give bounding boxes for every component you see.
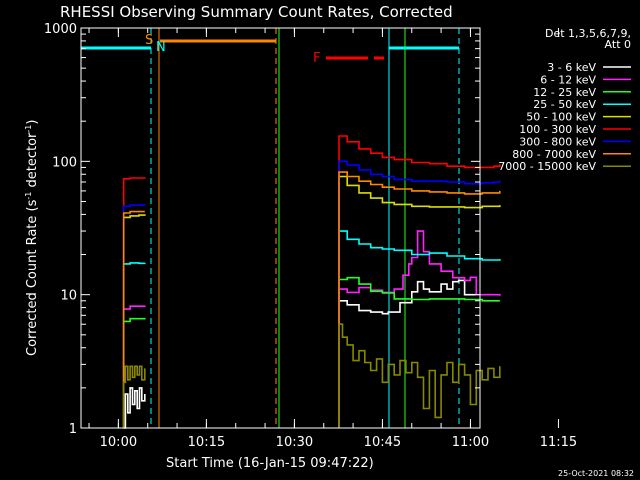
state-bars xyxy=(81,39,459,60)
series-line-8-segment-1 xyxy=(338,323,501,428)
legend-label: 6 - 12 keV xyxy=(540,73,596,86)
chart-title: RHESSI Observing Summary Count Rates, Co… xyxy=(60,3,453,21)
y-axis-label-mid: detector xyxy=(25,132,40,192)
legend-label: 25 - 50 keV xyxy=(533,98,596,111)
y-tick-label: 100 xyxy=(52,155,77,170)
legend-label: 12 - 25 keV xyxy=(533,86,596,99)
x-tick-label: 10:45 xyxy=(364,435,401,450)
axes-layer: 1 10 100 1000 10:00 10:15 10:30 10:45 11:00 11:15 xyxy=(44,22,577,450)
series-line-0-segment-0 xyxy=(123,387,146,429)
series-line-5-segment-0 xyxy=(122,177,146,428)
series-line-4-segment-1 xyxy=(338,175,501,428)
x-axis-label: Start Time (16-Jan-15 09:47:22) xyxy=(166,456,374,471)
legend-label: 100 - 300 keV xyxy=(519,123,596,136)
x-tick-label: 11:00 xyxy=(452,435,489,450)
series-line-3-segment-1 xyxy=(338,230,501,428)
x-tick-label: 11:15 xyxy=(540,435,577,450)
legend-label: 3 - 6 keV xyxy=(547,61,596,74)
x-tick-label: 10:15 xyxy=(188,435,225,450)
y-tick-label: 1000 xyxy=(44,22,77,37)
legend-header-1: Det 1,3,5,6,7,9, xyxy=(545,27,631,40)
series-line-8-segment-0 xyxy=(122,365,146,428)
series-line-7-segment-0 xyxy=(122,210,145,428)
plot-frame xyxy=(80,27,481,429)
y-axis-label-sup2: -1 xyxy=(24,125,33,133)
annotation-f: F xyxy=(313,51,320,66)
y-axis-label-text: Corrected Count Rate (s xyxy=(25,199,40,356)
series-layer xyxy=(122,135,501,429)
x-tick-label: 10:00 xyxy=(100,435,137,450)
series-line-4-segment-0 xyxy=(122,214,146,428)
legend-label: 800 - 7000 keV xyxy=(512,148,596,161)
annotation-s: S xyxy=(145,33,153,48)
series-line-1-segment-1 xyxy=(338,230,501,428)
series-line-2-segment-1 xyxy=(338,276,500,428)
y-axis-label-end: ) xyxy=(25,120,40,125)
series-line-5-segment-1 xyxy=(338,135,501,428)
y-tick-label: 1 xyxy=(69,422,77,437)
series-line-3-segment-0 xyxy=(122,262,146,428)
y-tick-label: 10 xyxy=(60,289,77,304)
series-line-6-segment-1 xyxy=(338,160,501,428)
annotation-n: N xyxy=(156,40,166,55)
series-line-7-segment-1 xyxy=(338,171,501,428)
legend-label: 300 - 800 keV xyxy=(519,135,596,148)
series-line-0-segment-1 xyxy=(338,279,477,428)
footer-timestamp: 25-Oct-2021 08:32 xyxy=(558,469,634,478)
legend-header-2: Att 0 xyxy=(605,38,631,51)
series-line-6-segment-0 xyxy=(122,204,146,428)
y-axis-label-sup1: -1 xyxy=(24,192,33,200)
x-tick-label: 10:30 xyxy=(276,435,313,450)
y-axis-label: Corrected Count Rate (s-1 detector-1) xyxy=(24,120,40,356)
legend-label: 7000 - 15000 keV xyxy=(498,160,596,173)
legend-label: 50 - 100 keV xyxy=(526,111,596,124)
